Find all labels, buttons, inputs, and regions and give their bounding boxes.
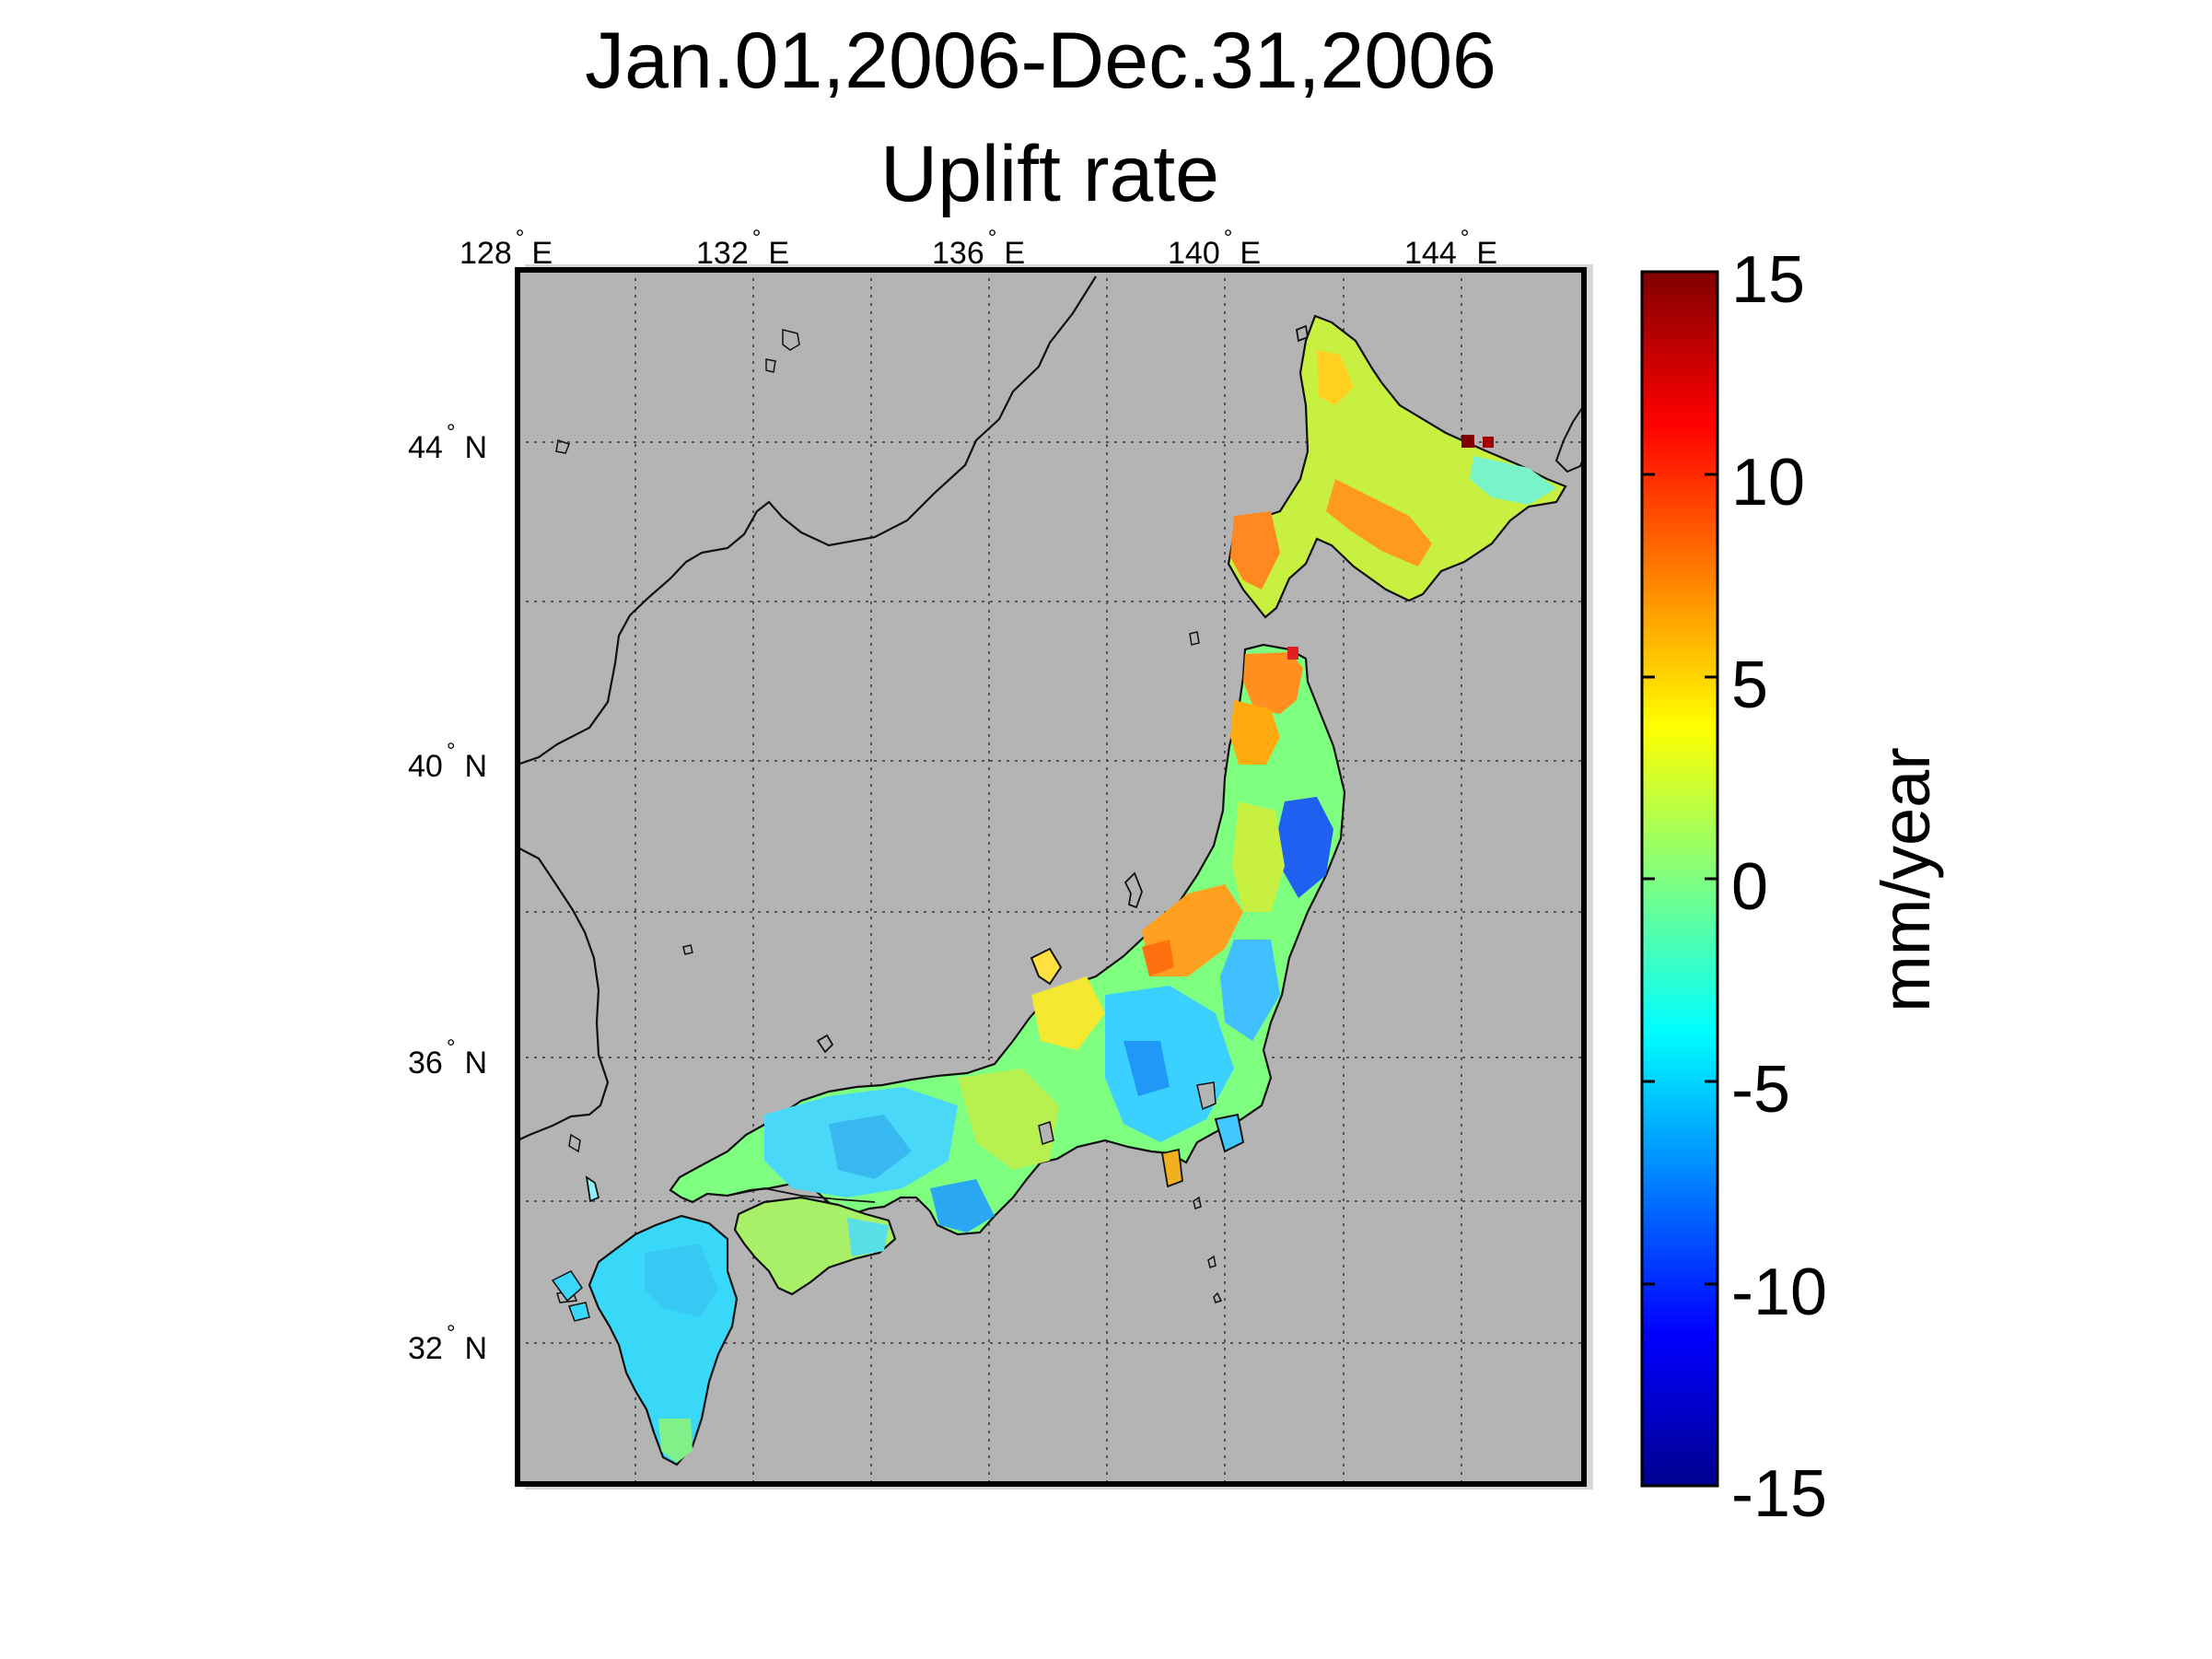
colorbar-label: mm/year <box>1868 747 1944 1012</box>
izu-peninsula <box>1160 1148 1183 1188</box>
colorbar-tick-0: 0 <box>1731 850 1768 924</box>
noto-peninsula <box>1030 947 1063 986</box>
colorbar: 15 10 5 0 -5 -10 -15 mm/year <box>1640 243 1944 1531</box>
hokkaido-central-high <box>1326 479 1432 567</box>
lat-label-44: 44 ° N <box>408 420 487 465</box>
lat-label-36: 36 ° N <box>408 1035 487 1081</box>
lat-label-32: 32 ° N <box>408 1321 487 1366</box>
map-frame <box>515 267 1587 1487</box>
boso-peninsula <box>1214 1113 1245 1153</box>
kyushu-center-low <box>645 1244 718 1317</box>
izu-islands <box>1193 1196 1223 1303</box>
korea-east-islands <box>555 329 800 454</box>
colorbar-tick-minus10: -10 <box>1731 1256 1827 1329</box>
colorbar-ticks <box>1642 473 1717 1286</box>
latitude-labels: 44 ° N 40 ° N 36 ° N 32 ° N <box>408 420 487 1366</box>
tohoku-north-tip <box>1287 647 1298 660</box>
colorbar-tick-minus15: -15 <box>1731 1457 1827 1531</box>
colorbar-tick-5: 5 <box>1731 648 1768 722</box>
niigata-peak <box>1142 940 1174 976</box>
map-subtitle: Uplift rate <box>880 130 1219 218</box>
japan-landmass <box>551 314 1567 1466</box>
mainland-coastline <box>518 275 1097 766</box>
colorbar-tick-labels: 15 10 5 0 -5 -10 -15 <box>1731 243 1827 1531</box>
seto-inland-sea <box>727 1187 876 1203</box>
kii-south-low <box>930 1179 995 1233</box>
hokkaido-northeast-max-2 <box>1483 437 1494 448</box>
lon-label-136: 136 ° E <box>932 226 1025 271</box>
colorbar-tick-15: 15 <box>1731 243 1805 317</box>
longitude-labels: 128 ° E 132 ° E 136 ° E 140 ° E 144 ° E <box>460 226 1497 271</box>
tokyo-bay <box>1196 1081 1217 1111</box>
lon-label-132: 132 ° E <box>696 226 789 271</box>
lat-label-40: 40 ° N <box>408 739 487 784</box>
kyushu-northwest-islands <box>551 1270 590 1322</box>
korea-coastline <box>518 847 610 1141</box>
tohoku-east-low <box>1278 797 1333 898</box>
lon-label-128: 128 ° E <box>460 226 553 271</box>
okushiri-island <box>1189 631 1200 646</box>
shikoku-east-low <box>847 1218 889 1256</box>
lon-label-140: 140 ° E <box>1168 226 1261 271</box>
colorbar-tick-10: 10 <box>1731 446 1805 520</box>
kyushu-south-tip <box>658 1419 693 1463</box>
kinki-band <box>958 1069 1059 1170</box>
map-grid <box>518 270 1584 1484</box>
tohoku-west-high <box>1230 700 1280 765</box>
east-honshu-low <box>1220 940 1280 1041</box>
tsushima-north-island <box>568 1133 581 1153</box>
hokkaido-east-low <box>1470 456 1556 505</box>
sado-island <box>1123 871 1143 909</box>
chugoku-deep <box>829 1115 912 1179</box>
map-panel <box>515 264 1593 1490</box>
oki-islands <box>816 1034 834 1054</box>
chubu-north-band <box>1031 976 1105 1050</box>
hokkaido-north-band <box>1317 350 1354 405</box>
tohoku-north-high <box>1243 652 1303 714</box>
tsushima-island <box>585 1175 600 1203</box>
ulleung-island <box>682 944 693 955</box>
lake-biwa <box>1038 1121 1054 1145</box>
hokkaido-island <box>1227 314 1567 619</box>
kanto-deep <box>1123 1041 1170 1096</box>
hokkaido-northeast-max <box>1461 435 1474 448</box>
hokkaido-southwest-high <box>1230 511 1280 590</box>
sakhalin-outline <box>1554 404 1584 473</box>
tohoku-central-band <box>1232 801 1285 912</box>
colorbar-tick-minus5: -5 <box>1731 1053 1790 1127</box>
map-title: Jan.01,2006-Dec.31,2006 <box>585 17 1496 105</box>
lon-label-144: 144 ° E <box>1404 226 1497 271</box>
